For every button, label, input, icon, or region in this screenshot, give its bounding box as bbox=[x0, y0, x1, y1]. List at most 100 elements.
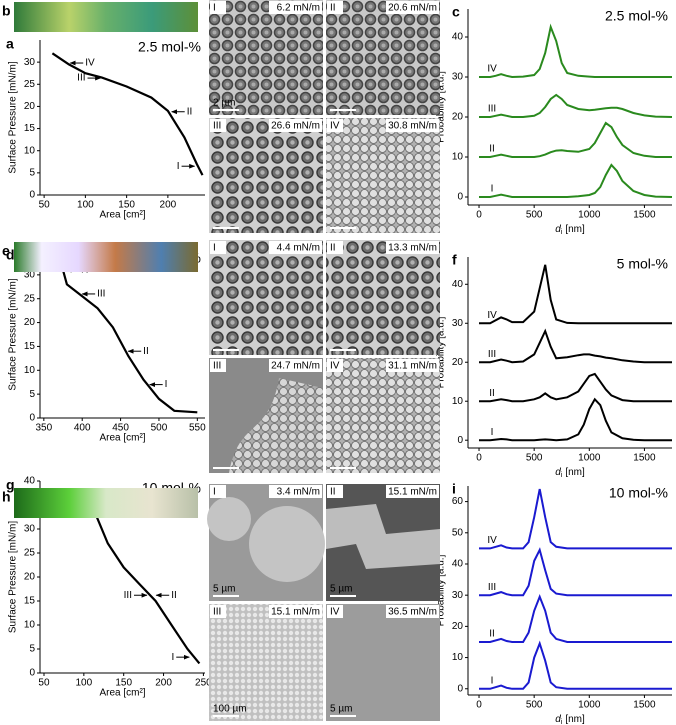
annotation-label: III bbox=[124, 590, 132, 601]
x-tick-label: 0 bbox=[476, 453, 482, 464]
y-axis-title: Surface Pressure [mN/m] bbox=[8, 61, 19, 173]
x-tick-label: 50 bbox=[39, 200, 51, 211]
y-tick-label: 40 bbox=[452, 279, 464, 290]
y-tick-label: 10 bbox=[452, 152, 464, 163]
y-tick-label: 0 bbox=[29, 190, 35, 201]
micrograph bbox=[326, 358, 440, 473]
series-label: III bbox=[488, 582, 496, 593]
panel-letter: c bbox=[452, 4, 460, 20]
chart-title: 2.5 mol-% bbox=[605, 8, 668, 24]
x-tick-label: 150 bbox=[118, 200, 135, 211]
micrograph-numeral: II bbox=[330, 243, 336, 254]
micrograph-numeral: IV bbox=[330, 361, 340, 372]
series-label: I bbox=[491, 184, 494, 195]
panel-letter: h bbox=[2, 489, 11, 505]
pressure-box bbox=[269, 241, 322, 254]
y-tick-label: 5 bbox=[29, 644, 35, 655]
numeral-box bbox=[327, 119, 343, 132]
pressure-box bbox=[269, 485, 322, 498]
micrograph bbox=[326, 0, 440, 115]
y-tick-label: 30 bbox=[24, 524, 36, 535]
pressure-box bbox=[386, 241, 439, 254]
panel-letter: b bbox=[2, 3, 11, 19]
pressure-box bbox=[269, 359, 322, 372]
x-tick-label: 100 bbox=[77, 200, 94, 211]
scale-label: 5 µm bbox=[213, 584, 235, 595]
x-axis-subscript: i bbox=[561, 719, 563, 725]
isotherm-line bbox=[51, 52, 204, 176]
x-tick-label: 1500 bbox=[633, 700, 656, 711]
isotherm-line bbox=[58, 255, 198, 414]
x-tick-label: 150 bbox=[115, 678, 132, 689]
micrograph-numeral: II bbox=[330, 3, 336, 14]
micrograph-numeral: I bbox=[213, 3, 216, 14]
scale-label: 2 µm bbox=[213, 98, 235, 109]
x-tick-label: 1000 bbox=[578, 210, 601, 221]
numeral-box bbox=[327, 485, 343, 498]
micrograph-pressure: 4.4 mN/m bbox=[277, 243, 320, 254]
micrograph-pressure: 36.5 mN/m bbox=[388, 607, 437, 618]
x-tick-label: 1500 bbox=[633, 210, 656, 221]
scale-label: 5 µm bbox=[330, 584, 352, 595]
series-label: IV bbox=[487, 64, 497, 75]
annotation-label: I bbox=[165, 379, 168, 390]
y-tick-label: 30 bbox=[24, 57, 36, 68]
numeral-box bbox=[327, 605, 343, 618]
x-tick-label: 550 bbox=[189, 423, 206, 434]
numeral-box bbox=[210, 485, 226, 498]
x-axis-unit: [nm] bbox=[565, 224, 585, 235]
micrograph-pressure: 30.8 mN/m bbox=[388, 121, 437, 132]
micrograph-pressure: 31.1 mN/m bbox=[388, 361, 437, 372]
numeral-box bbox=[210, 1, 226, 14]
x-axis-symbol: d bbox=[555, 714, 561, 725]
series-line bbox=[479, 328, 672, 364]
y-tick-label: 30 bbox=[452, 590, 464, 601]
annotation-label: I bbox=[177, 161, 180, 172]
micrograph-pressure: 15.1 mN/m bbox=[271, 607, 320, 618]
panel-letter: e bbox=[2, 243, 10, 259]
x-tick-label: 1000 bbox=[578, 453, 601, 464]
series-line bbox=[479, 488, 672, 550]
micrograph-numeral: II bbox=[330, 487, 336, 498]
x-tick-label: 100 bbox=[75, 678, 92, 689]
y-axis-title: Surface Pressure [mN/m] bbox=[8, 521, 19, 633]
micrograph-pressure: 26.6 mN/m bbox=[271, 121, 320, 132]
y-tick-label: 5 bbox=[29, 389, 35, 400]
micrograph-pressure: 20.6 mN/m bbox=[388, 3, 437, 14]
y-tick-label: 30 bbox=[24, 269, 36, 280]
y-tick-label: 20 bbox=[24, 572, 36, 583]
numeral-box bbox=[327, 359, 343, 372]
y-tick-label: 25 bbox=[24, 293, 36, 304]
y-tick-label: 20 bbox=[24, 101, 36, 112]
x-tick-label: 500 bbox=[526, 700, 543, 711]
series-label: II bbox=[489, 144, 495, 155]
micrograph-numeral: III bbox=[213, 361, 221, 372]
x-tick-label: 250 bbox=[195, 678, 212, 689]
y-axis-title: Probability [a.u.] bbox=[436, 554, 447, 626]
y-tick-label: 0 bbox=[457, 192, 463, 203]
pressure-box bbox=[386, 359, 439, 372]
x-tick-label: 1000 bbox=[578, 700, 601, 711]
panel-letter: a bbox=[6, 36, 14, 52]
x-axis-title: di [nm] bbox=[555, 467, 585, 479]
y-tick-label: 25 bbox=[24, 79, 36, 90]
micrograph bbox=[209, 118, 323, 233]
photo-strip bbox=[14, 488, 198, 518]
x-tick-label: 500 bbox=[526, 453, 543, 464]
y-tick-label: 30 bbox=[452, 72, 464, 83]
y-tick-label: 20 bbox=[24, 317, 36, 328]
annotation-label: III bbox=[97, 289, 105, 300]
x-tick-label: 200 bbox=[155, 678, 172, 689]
chart-title: 2.5 mol-% bbox=[138, 39, 201, 55]
series-line bbox=[479, 640, 672, 690]
annotation-label: III bbox=[77, 73, 85, 84]
x-axis-unit: [nm] bbox=[565, 714, 585, 725]
x-axis-title: Area [cm²] bbox=[99, 210, 145, 221]
y-tick-label: 60 bbox=[452, 496, 464, 507]
y-tick-label: 15 bbox=[24, 341, 36, 352]
y-tick-label: 40 bbox=[452, 559, 464, 570]
micrograph-texture bbox=[326, 504, 440, 569]
y-tick-label: 15 bbox=[24, 123, 36, 134]
scale-label: 5 µm bbox=[330, 704, 352, 715]
micrograph bbox=[326, 118, 440, 233]
